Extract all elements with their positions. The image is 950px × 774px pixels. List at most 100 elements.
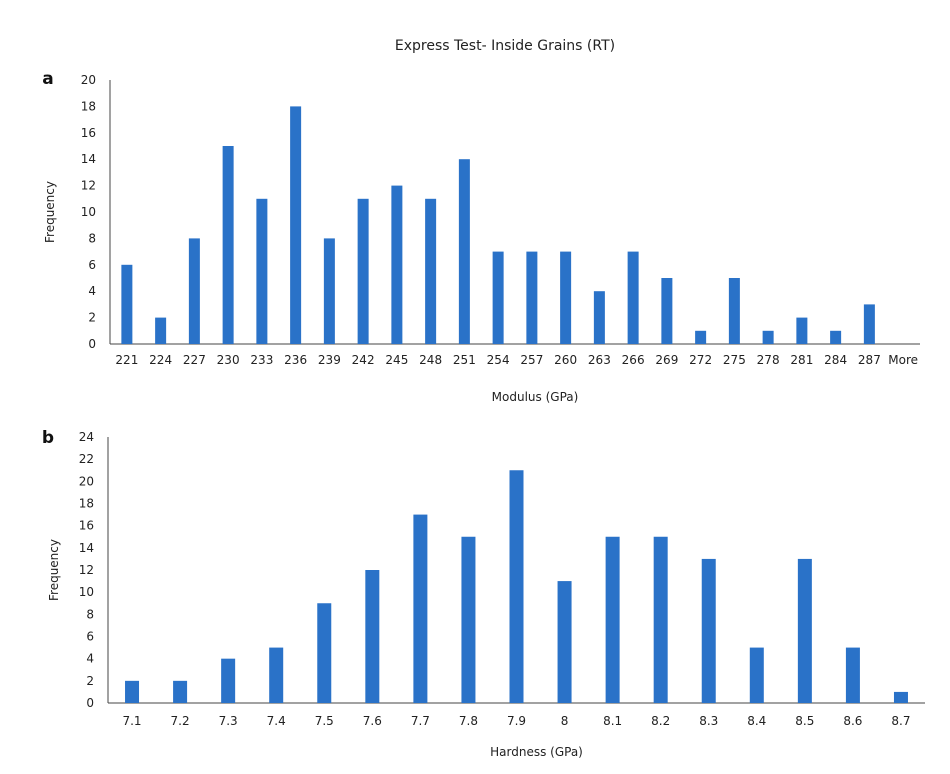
y-tick-label: 2 <box>88 311 96 325</box>
bar <box>701 558 716 703</box>
y-tick-label: 20 <box>81 73 96 87</box>
bar <box>357 198 369 344</box>
x-axis-title: Hardness (GPa) <box>490 745 583 759</box>
x-tick-label: More <box>888 353 918 367</box>
y-tick-label: 24 <box>79 430 94 444</box>
bar <box>269 647 284 703</box>
y-tick-label: 12 <box>81 179 96 193</box>
x-tick-label: 272 <box>689 353 712 367</box>
bar <box>121 264 133 344</box>
bar <box>221 658 236 703</box>
bar <box>863 304 875 344</box>
bar <box>391 185 403 344</box>
y-tick-label: 0 <box>88 337 96 351</box>
y-tick-label: 14 <box>81 152 96 166</box>
bar <box>526 251 538 344</box>
bar <box>458 159 470 344</box>
x-tick-label: 8.1 <box>603 714 622 728</box>
y-tick-label: 14 <box>79 541 94 555</box>
y-tick-label: 8 <box>86 607 94 621</box>
x-tick-label: 251 <box>453 353 476 367</box>
bar <box>425 198 437 344</box>
x-tick-label: 260 <box>554 353 577 367</box>
bar <box>560 251 572 344</box>
y-tick-label: 2 <box>86 674 94 688</box>
bar <box>492 251 504 344</box>
x-tick-label: 8.3 <box>699 714 718 728</box>
bar <box>830 330 842 344</box>
y-tick-label: 4 <box>86 652 94 666</box>
x-tick-label: 269 <box>655 353 678 367</box>
y-axis-title: Frequency <box>43 181 57 243</box>
x-tick-label: 245 <box>385 353 408 367</box>
bar <box>605 536 620 703</box>
y-tick-label: 18 <box>79 497 94 511</box>
x-tick-label: 227 <box>183 353 206 367</box>
bar <box>461 536 476 703</box>
x-tick-label: 7.5 <box>315 714 334 728</box>
bar <box>797 558 812 703</box>
x-tick-label: 7.7 <box>411 714 430 728</box>
x-tick-label: 230 <box>217 353 240 367</box>
y-tick-label: 8 <box>88 231 96 245</box>
y-tick-label: 16 <box>81 126 96 140</box>
x-tick-label: 266 <box>622 353 645 367</box>
chart-panel-a: a 0 2 4 6 8 10 12 14 16 18 20 221 224 227 230 233 236 239 2… <box>42 69 920 404</box>
bar <box>796 317 808 344</box>
x-tick-label: 8.2 <box>651 714 670 728</box>
x-tick-label: 257 <box>520 353 543 367</box>
bar <box>893 691 908 703</box>
x-axis-title: Modulus (GPa) <box>492 390 579 404</box>
x-tick-label: 236 <box>284 353 307 367</box>
bar <box>155 317 167 344</box>
bar <box>695 330 707 344</box>
x-tick-label: 8 <box>561 714 569 728</box>
y-tick-label: 18 <box>81 99 96 113</box>
y-tick-label: 4 <box>88 284 96 298</box>
bar <box>222 146 234 344</box>
x-tick-label: 8.4 <box>747 714 766 728</box>
y-tick-label: 0 <box>86 696 94 710</box>
y-tick-label: 6 <box>86 630 94 644</box>
y-axis-title: Frequency <box>47 539 61 601</box>
x-tick-label: 275 <box>723 353 746 367</box>
x-tick-label: 281 <box>790 353 813 367</box>
bar <box>593 291 605 344</box>
x-tick-label: 233 <box>250 353 273 367</box>
bar <box>365 570 380 703</box>
y-tick-label: 20 <box>79 474 94 488</box>
y-tick-label: 10 <box>81 205 96 219</box>
x-tick-label: 7.1 <box>122 714 141 728</box>
x-tick-label: 224 <box>149 353 172 367</box>
y-tick-label: 10 <box>79 585 94 599</box>
x-tick-label: 8.6 <box>843 714 862 728</box>
bar <box>413 514 428 703</box>
bar <box>762 330 774 344</box>
bar <box>173 680 188 703</box>
bar <box>749 647 764 703</box>
x-tick-label: 7.2 <box>171 714 190 728</box>
bar <box>290 106 302 345</box>
bar <box>509 470 524 703</box>
x-tick-label: 221 <box>115 353 138 367</box>
bar <box>845 647 860 703</box>
bar <box>557 581 572 703</box>
x-tick-label: 242 <box>352 353 375 367</box>
x-tick-label: 8.5 <box>795 714 814 728</box>
bar <box>653 536 668 703</box>
bar <box>323 238 335 344</box>
y-tick-label: 6 <box>88 258 96 272</box>
bar <box>125 680 140 703</box>
x-tick-label: 287 <box>858 353 881 367</box>
x-tick-label: 254 <box>487 353 510 367</box>
y-tick-label: 16 <box>79 519 94 533</box>
x-tick-label: 7.3 <box>219 714 238 728</box>
x-tick-label: 7.4 <box>267 714 286 728</box>
bar <box>661 278 673 344</box>
x-tick-label: 8.7 <box>891 714 910 728</box>
bar <box>256 198 268 344</box>
bar <box>627 251 639 344</box>
x-tick-label: 284 <box>824 353 847 367</box>
